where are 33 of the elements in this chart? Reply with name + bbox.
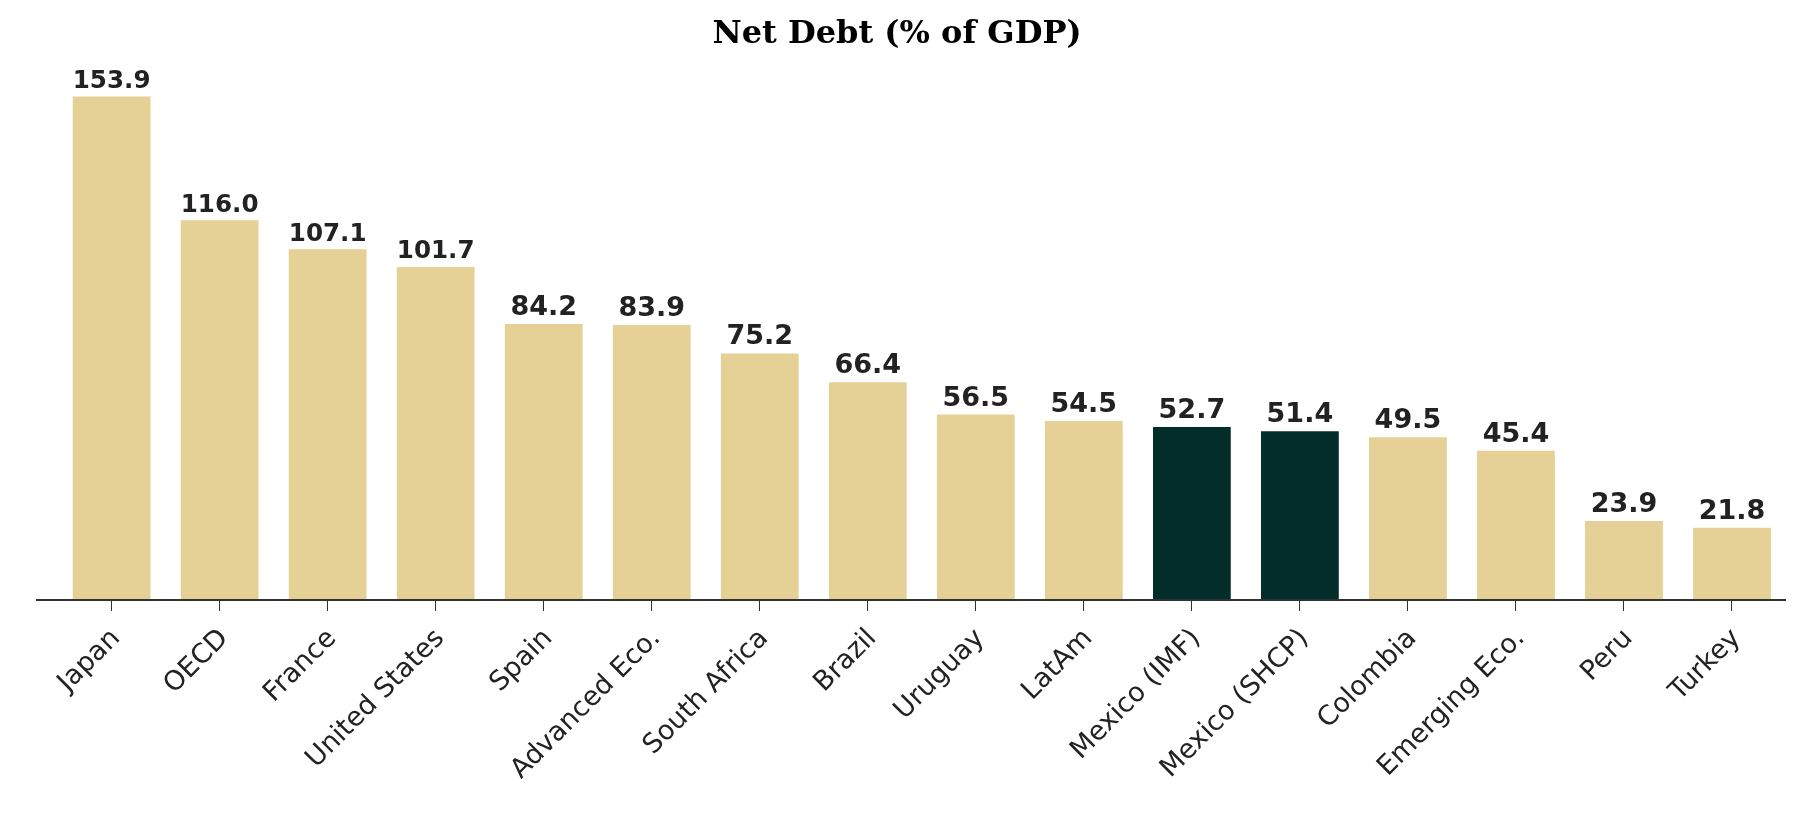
data-label: 51.4 xyxy=(1266,397,1334,429)
data-label: 83.9 xyxy=(618,291,686,323)
bar xyxy=(396,266,475,599)
bar xyxy=(1477,450,1555,599)
bar xyxy=(1044,421,1123,599)
bar xyxy=(1369,437,1447,599)
data-label: 23.9 xyxy=(1590,486,1658,518)
data-label: 52.7 xyxy=(1158,392,1226,424)
data-label: 75.2 xyxy=(726,319,794,351)
chart-title: Net Debt (% of GDP) xyxy=(712,13,1082,52)
bar xyxy=(720,353,799,599)
data-label: 84.2 xyxy=(510,290,578,322)
bar xyxy=(1261,431,1339,599)
bar xyxy=(828,382,907,599)
data-label: 66.4 xyxy=(834,348,902,380)
data-label: 107.1 xyxy=(288,217,367,247)
bar xyxy=(288,249,367,599)
data-label: 54.5 xyxy=(1050,387,1118,419)
data-label: 116.0 xyxy=(180,188,259,218)
bar xyxy=(72,96,151,599)
data-label: 153.9 xyxy=(72,64,151,94)
bar xyxy=(1585,520,1663,599)
data-label: 21.8 xyxy=(1698,493,1766,525)
data-label: 56.5 xyxy=(942,380,1010,412)
data-label: 45.4 xyxy=(1482,416,1550,448)
data-label: 101.7 xyxy=(396,235,475,265)
bar xyxy=(180,220,259,599)
bar xyxy=(936,414,1015,599)
bar xyxy=(1152,426,1231,599)
bar xyxy=(1693,527,1771,599)
bar xyxy=(504,324,583,599)
bar xyxy=(612,325,691,599)
data-label: 49.5 xyxy=(1374,403,1442,435)
